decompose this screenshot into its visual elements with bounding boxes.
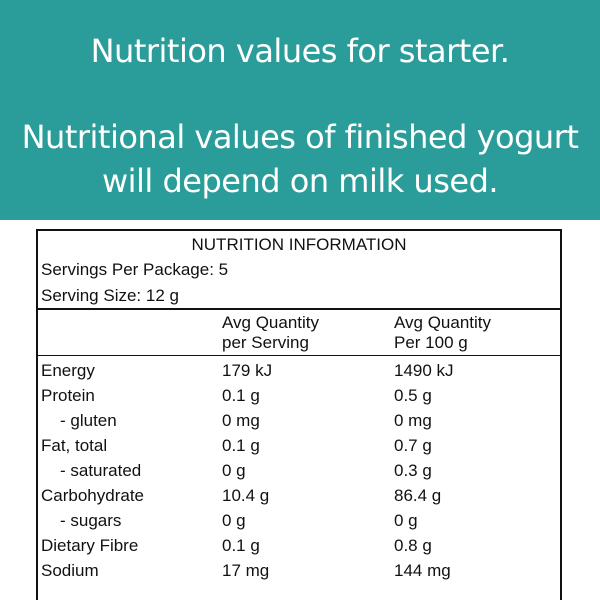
table-row: Sodium 17 mg 144 mg [38,558,560,583]
column-header-per-100g-line2: Per 100 g [394,333,468,352]
per-serving-value: 0 g [222,511,246,530]
banner-line-1: Nutrition values for starter. [90,32,510,70]
per-serving-value: 10.4 g [222,486,270,505]
nutrient-name: - sugars [60,511,122,530]
nutrient-name: Fat, total [41,436,108,455]
per-100g-value: 0 g [394,511,418,530]
per-100g-value: 1490 kJ [394,361,454,380]
panel-title: NUTRITION INFORMATION [191,235,407,254]
column-header-per-100g-line1: Avg Quantity [394,313,492,332]
per-100g-value: 0.3 g [394,461,432,480]
column-header-per-serving-line1: Avg Quantity [222,313,320,332]
per-serving-value: 179 kJ [222,361,273,380]
nutrient-name: Energy [41,361,95,380]
per-serving-value: 0 g [222,461,246,480]
per-100g-value: 0.8 g [394,536,432,555]
table-row: - saturated 0 g 0.3 g [38,458,560,483]
table-row: Energy 179 kJ 1490 kJ [38,358,560,383]
per-100g-value: 144 mg [394,561,451,580]
column-header-per-100g: Avg Quantity Per 100 g [394,313,491,353]
per-100g-value: 0 mg [394,411,432,430]
per-serving-value: 17 mg [222,561,270,580]
per-100g-value: 0.7 g [394,436,432,455]
header-divider [38,308,560,310]
banner-line-3: will depend on milk used. [101,162,499,200]
banner-line-2: Nutritional values of finished yogurt [21,118,579,156]
table-row: - gluten 0 mg 0 mg [38,408,560,433]
per-serving-value: 0.1 g [222,536,260,555]
serving-size: Serving Size: 12 g [41,286,179,305]
table-row: Protein 0.1 g 0.5 g [38,383,560,408]
nutrient-name: Carbohydrate [41,486,145,505]
table-row: Dietary Fibre 0.1 g 0.8 g [38,533,560,558]
table-row: Carbohydrate 10.4 g 86.4 g [38,483,560,508]
nutrient-name: Dietary Fibre [41,536,139,555]
servings-per-package: Servings Per Package: 5 [41,260,229,279]
nutrition-panel: NUTRITION INFORMATION Servings Per Packa… [36,229,562,600]
nutrient-name: - gluten [60,411,117,430]
header-banner: Nutrition values for starter. Nutritiona… [0,0,600,220]
column-header-per-serving: Avg Quantity per Serving [222,313,319,353]
nutrient-name: Sodium [41,561,99,580]
column-header-per-serving-line2: per Serving [222,333,309,352]
table-row: - sugars 0 g 0 g [38,508,560,533]
per-serving-value: 0.1 g [222,386,260,405]
table-header-divider [38,355,560,356]
per-100g-value: 0.5 g [394,386,432,405]
nutrient-name: Protein [41,386,95,405]
per-serving-value: 0 mg [222,411,260,430]
per-serving-value: 0.1 g [222,436,260,455]
per-100g-value: 86.4 g [394,486,442,505]
table-row: Fat, total 0.1 g 0.7 g [38,433,560,458]
nutrient-name: - saturated [60,461,142,480]
